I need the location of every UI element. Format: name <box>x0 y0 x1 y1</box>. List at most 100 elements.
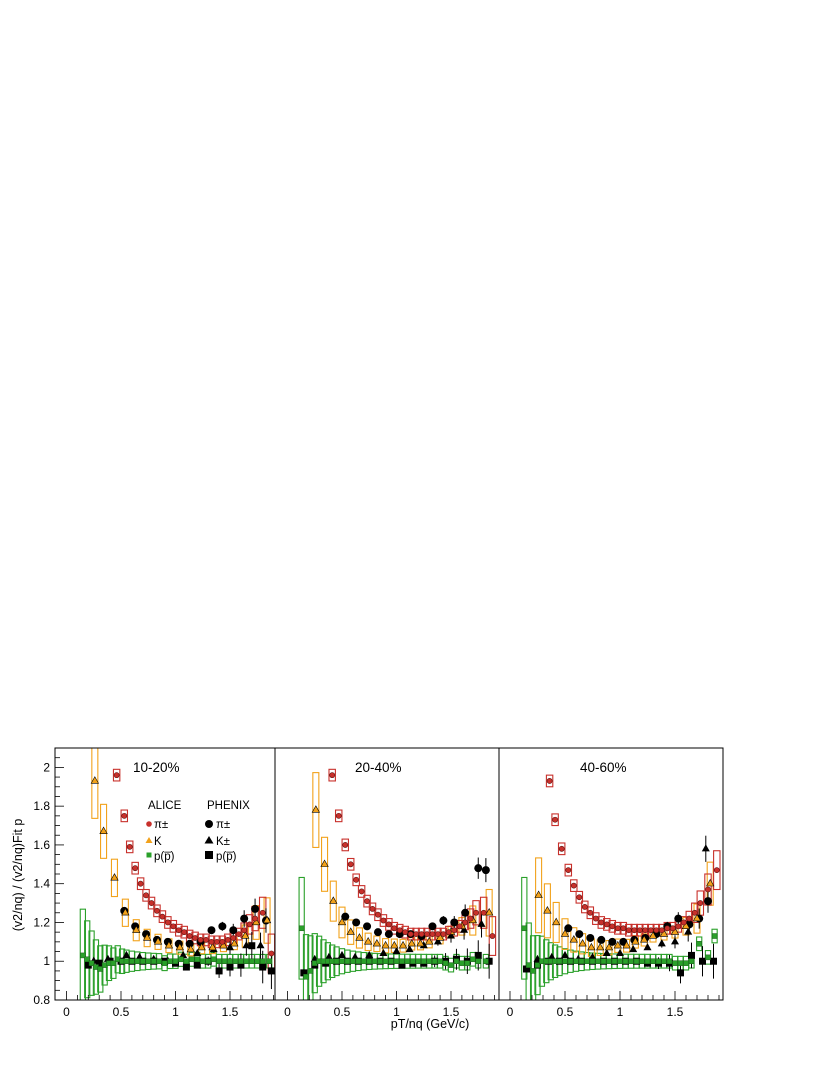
alice-kaon-point <box>142 933 152 941</box>
alice-pion-point <box>647 927 654 934</box>
alice-proton-point <box>622 958 629 964</box>
alice-pion-point <box>546 778 553 784</box>
legend-phenix-title: PHENIX <box>207 800 250 812</box>
alice-kaon-point <box>262 915 272 924</box>
alice-kaon-point <box>208 942 217 951</box>
alice-proton-point <box>705 954 711 961</box>
alice-kaon-sys-box <box>312 772 320 848</box>
alice-pion-point <box>691 909 698 916</box>
alice-pion-point <box>658 927 665 934</box>
alice-kaon-point <box>132 925 141 933</box>
alice-pion-point <box>132 865 139 872</box>
phenix-pion-point <box>450 918 459 927</box>
alice-proton-point <box>344 958 351 964</box>
alice-proton-point <box>470 956 476 963</box>
alice-proton-point <box>556 958 563 964</box>
alice-proton-point <box>259 958 266 964</box>
alice-proton-point <box>639 958 645 964</box>
alice-pion-point <box>143 892 149 899</box>
alice-pion-point <box>252 915 258 922</box>
alice-kaon-point <box>90 776 100 784</box>
alice-kaon-point <box>416 938 425 947</box>
alice-pion-sys-box <box>352 873 360 887</box>
alice-proton-point <box>183 958 190 964</box>
alice-kaon-sys-box <box>143 928 151 948</box>
alice-pion-sys-box <box>603 918 611 931</box>
alice-kaon-sys-box <box>543 883 551 939</box>
panel-2-marks <box>298 768 497 1000</box>
alice-kaon-point <box>534 890 543 898</box>
alice-pion-point <box>456 923 463 930</box>
phenix-kaon-point <box>351 952 360 960</box>
phenix-pion-point <box>229 926 238 935</box>
alice-kaon-sys-box <box>347 919 355 945</box>
alice-pion-point <box>675 923 682 930</box>
phenix-kaon-point <box>135 952 144 960</box>
phenix-kaon-point <box>602 948 611 957</box>
phenix-kaon-point <box>560 950 570 958</box>
alice-pion-point <box>558 845 565 852</box>
phenix-proton-point <box>485 957 493 965</box>
x-tick-label: 1 <box>172 1005 179 1019</box>
phenix-kaon-point <box>701 844 710 852</box>
alice-pion-sys-box <box>592 912 600 925</box>
alice-proton-point <box>688 958 695 964</box>
alice-proton-point <box>426 958 432 964</box>
phenix-kaon-point <box>193 948 202 957</box>
alice-pion-point <box>181 929 188 936</box>
alice-pion-point <box>467 915 474 922</box>
phenix-kaon-point <box>588 952 597 960</box>
alice-pion-sys-box <box>564 863 573 877</box>
phenix-proton-point <box>474 951 482 959</box>
alice-pion-sys-box <box>597 916 606 929</box>
phenix-pion-point <box>185 939 194 948</box>
alice-pion-sys-box <box>175 923 183 937</box>
alice-pion-sys-box <box>472 900 480 926</box>
alice-pion-point <box>609 923 616 930</box>
alice-pion-point <box>697 900 704 906</box>
alice-kaon-point <box>631 937 640 945</box>
alice-kaon-point <box>110 873 119 881</box>
alice-pion-point <box>358 888 365 895</box>
alice-pion-point <box>329 772 336 779</box>
alice-pion-point <box>462 919 469 926</box>
x-tick-label: 0.5 <box>334 1005 351 1019</box>
alice-proton-point <box>266 958 272 964</box>
phenix-kaon-point <box>433 937 442 945</box>
alice-proton-point <box>415 958 422 964</box>
alice-proton-point <box>578 958 585 964</box>
phenix-kaon-point <box>392 946 401 955</box>
phenix-kaon-point <box>405 945 414 953</box>
alice-pion-sys-box <box>551 813 559 827</box>
alice-pion-point <box>445 929 452 936</box>
alice-pion-point <box>620 925 627 932</box>
alice-proton-point <box>80 952 86 959</box>
x-tick-label: 1.5 <box>443 1005 460 1019</box>
alice-kaon-sys-box <box>399 938 407 953</box>
legend-phenix-proton-label: p(p̅) <box>216 851 237 863</box>
alice-pion-sys-box <box>379 914 388 927</box>
alice-proton-point <box>167 958 173 964</box>
phenix-pion-point <box>586 933 595 942</box>
phenix-kaon-point <box>684 927 693 935</box>
alice-proton-point <box>194 956 201 963</box>
x-tick-label: 0 <box>507 1005 514 1019</box>
phenix-kaon-point <box>547 952 556 960</box>
alice-kaon-sys-box <box>614 938 622 953</box>
alice-proton-point <box>355 958 362 964</box>
alice-proton-point <box>366 958 372 964</box>
panel-3-marks <box>521 774 721 1000</box>
alice-kaon-sys-box <box>552 901 560 944</box>
legend-alice-title: ALICE <box>148 800 182 812</box>
alice-pion-point <box>364 898 370 905</box>
phenix-kaon-point <box>477 919 486 927</box>
alice-proton-point <box>350 958 356 964</box>
phenix-pion-point <box>674 914 683 923</box>
alice-pion-point <box>121 812 128 819</box>
alice-proton-point <box>475 958 481 964</box>
alice-kaon-point <box>186 944 195 953</box>
phenix-kaon-point <box>103 954 112 962</box>
alice-kaon-point <box>596 942 605 951</box>
legend-alice-proton-label: p(p̅) <box>154 851 175 863</box>
alice-proton-point <box>371 958 378 964</box>
